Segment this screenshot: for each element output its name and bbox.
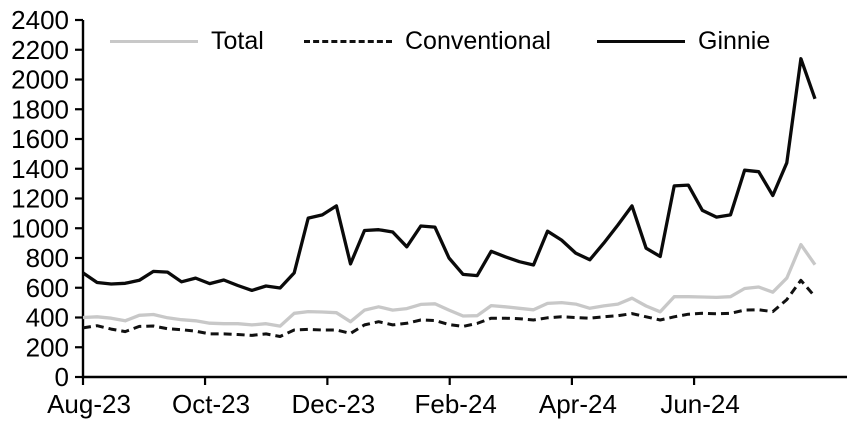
- x-axis-tick-label: Apr-24: [539, 389, 617, 419]
- y-axis-tick-label: 1600: [11, 124, 69, 154]
- legend-label-total: Total: [211, 26, 264, 55]
- x-axis-tick-label: Oct-23: [172, 389, 250, 419]
- x-axis-tick-label: Feb-24: [415, 389, 497, 419]
- legend-label-conventional: Conventional: [405, 26, 551, 55]
- y-axis-tick-label: 2400: [11, 5, 69, 35]
- y-axis-tick-label: 600: [26, 273, 69, 303]
- x-axis-tick-label: Aug-23: [47, 389, 131, 419]
- legend-item-ginnie: Ginnie: [597, 26, 770, 56]
- conventional-line: [82, 278, 817, 338]
- x-axis-tick-label: Jun-24: [660, 389, 740, 419]
- y-axis-tick-label: 1200: [11, 184, 69, 214]
- total-line-sample-icon: [110, 39, 198, 43]
- y-axis-tick-label: 400: [26, 303, 69, 333]
- legend-label-ginnie: Ginnie: [698, 26, 771, 55]
- y-axis-tick-label: 2200: [11, 35, 69, 65]
- y-axis-tick-label: 0: [55, 362, 69, 392]
- axes: [81, 20, 847, 379]
- legend-item-total: Total: [110, 26, 264, 56]
- x-axis-tick-label: Dec-23: [291, 389, 375, 419]
- legend-item-conventional: Conventional: [304, 26, 551, 56]
- y-axis-tick-label: 1800: [11, 94, 69, 124]
- y-axis-tick-label: 800: [26, 243, 69, 273]
- y-axis-tick-label: 1000: [11, 213, 69, 243]
- ginnie-line: [82, 57, 817, 293]
- y-axis-tick-label: 200: [26, 332, 69, 362]
- conventional-line-sample-icon: [304, 39, 392, 43]
- ginnie-line-sample-icon: [597, 39, 685, 43]
- total-line: [82, 242, 817, 328]
- y-axis-tick-label: 2000: [11, 65, 69, 95]
- y-axis-tick-label: 1400: [11, 154, 69, 184]
